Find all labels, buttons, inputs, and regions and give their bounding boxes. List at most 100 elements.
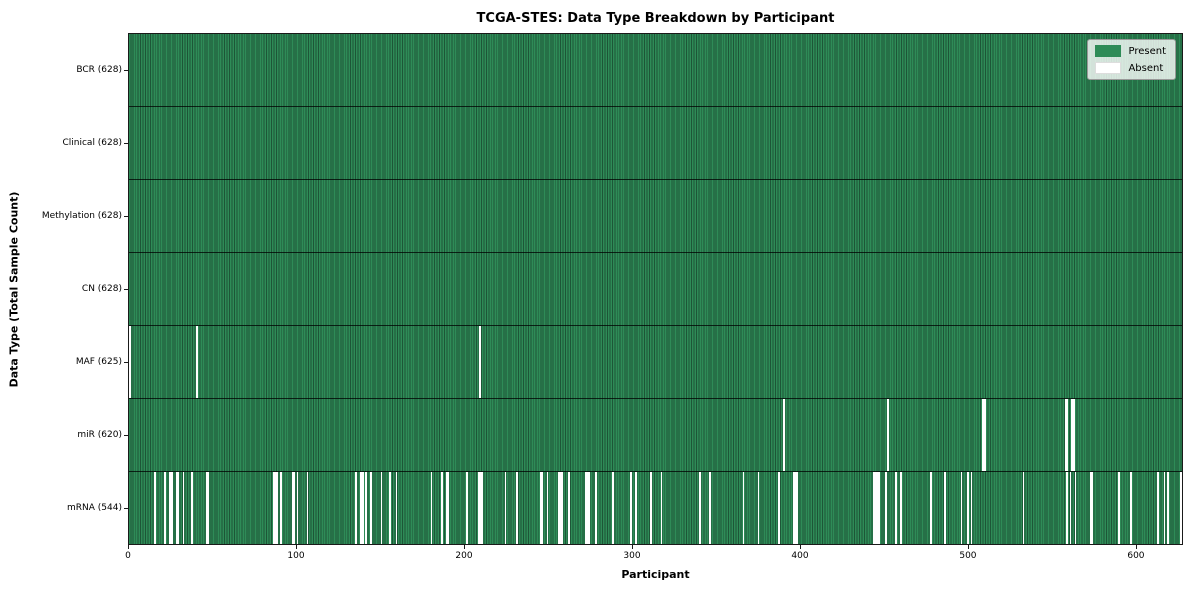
- x-tick-label: 600: [1127, 551, 1145, 561]
- present-swatch: [1095, 45, 1122, 57]
- x-tick-mark: [295, 545, 297, 549]
- legend-item-absent: Absent: [1095, 62, 1166, 74]
- absent-stripe: [588, 472, 591, 544]
- absent-stripe: [306, 472, 309, 544]
- absent-stripe: [365, 472, 368, 544]
- absent-stripe: [1118, 472, 1120, 544]
- absent-stripe: [960, 472, 963, 544]
- absent-stripe: [447, 472, 450, 544]
- absent-stripe: [504, 472, 507, 544]
- x-tick-mark: [1135, 545, 1137, 549]
- absent-stripe: [129, 326, 131, 398]
- absent-stripe: [568, 472, 570, 544]
- y-tick-label: MAF (625): [75, 357, 122, 368]
- heatmap-row-maf: [129, 326, 1182, 399]
- y-tick-mark: [124, 69, 128, 71]
- x-tick-label: 300: [623, 551, 641, 561]
- absent-stripe: [1074, 472, 1077, 544]
- absent-stripe: [796, 472, 799, 544]
- heatmap-row-mrna: [129, 472, 1182, 544]
- absent-stripe: [984, 399, 986, 471]
- absent-stripe: [479, 472, 482, 544]
- absent-stripe: [1091, 472, 1094, 544]
- plot-area: Present Absent: [128, 33, 1183, 545]
- y-tick-label: Clinical (628): [62, 137, 122, 148]
- y-tick-mark: [124, 289, 128, 290]
- x-tick-mark: [967, 545, 969, 549]
- absent-stripe: [943, 472, 946, 544]
- absent-stripe: [878, 472, 881, 544]
- heatmap-row-methylation: [129, 180, 1182, 253]
- legend: Present Absent: [1087, 39, 1176, 80]
- absent-stripe: [967, 472, 970, 544]
- absent-stripe: [164, 472, 166, 544]
- absent-stripe: [1064, 399, 1067, 471]
- absent-stripe: [541, 472, 544, 544]
- absent-stripe: [709, 472, 711, 544]
- absent-stripe: [273, 472, 275, 544]
- y-tick-mark: [124, 508, 128, 510]
- absent-stripe: [440, 472, 443, 544]
- heatmap-row-bcr: [129, 34, 1182, 107]
- absent-stripe: [1022, 472, 1025, 544]
- x-tick-label: 500: [959, 551, 977, 561]
- x-tick-mark: [799, 545, 801, 549]
- y-tick-label: BCR (628): [76, 64, 122, 75]
- absent-stripe: [1071, 399, 1073, 471]
- absent-stripe: [279, 472, 282, 544]
- y-tick-label: miR (620): [77, 430, 122, 441]
- absent-stripe: [1156, 472, 1159, 544]
- absent-stripe: [982, 399, 985, 471]
- absent-stripe: [630, 472, 633, 544]
- x-tick-mark: [463, 545, 465, 549]
- absent-stripe: [466, 472, 468, 544]
- absent-stripe: [875, 472, 877, 544]
- absent-stripe: [1180, 472, 1182, 544]
- absent-stripe: [516, 472, 518, 544]
- absent-stripe: [885, 472, 887, 544]
- x-tick-mark: [128, 545, 129, 549]
- absent-stripe: [1089, 472, 1092, 544]
- absent-stripe: [370, 472, 373, 544]
- y-tick-label: CN (628): [81, 284, 122, 294]
- absent-stripe: [291, 472, 294, 544]
- absent-stripe: [757, 472, 760, 544]
- absent-stripe: [1163, 472, 1166, 544]
- absent-stripe: [558, 472, 560, 544]
- absent-stripe: [970, 472, 973, 544]
- absent-stripe: [481, 472, 483, 544]
- absent-stripe: [274, 472, 277, 544]
- y-tick-label: Methylation (628): [41, 210, 122, 221]
- legend-label-present: Present: [1128, 45, 1166, 57]
- absent-stripe: [930, 472, 933, 544]
- y-tick-label: mRNA (544): [67, 503, 122, 514]
- absent-stripe: [169, 472, 171, 544]
- x-tick-label: 400: [791, 551, 809, 561]
- absent-stripe: [777, 472, 780, 544]
- absent-stripe: [380, 472, 383, 544]
- heatmap-row-mir: [129, 399, 1182, 472]
- heatmap-row-clinical: [129, 107, 1182, 180]
- absent-stripe: [207, 472, 210, 544]
- absent-stripe: [1066, 399, 1068, 471]
- absent-stripe: [895, 472, 897, 544]
- absent-stripe: [395, 472, 398, 544]
- absent-stripe: [782, 399, 785, 471]
- heatmap-row-cn: [129, 253, 1182, 326]
- absent-stripe: [900, 472, 902, 544]
- y-tick-mark: [124, 142, 128, 144]
- absent-stripe: [546, 472, 549, 544]
- absent-stripe: [430, 472, 433, 544]
- absent-stripe: [206, 472, 208, 544]
- absent-stripe: [196, 326, 198, 398]
- absent-stripe: [660, 472, 663, 544]
- absent-stripe: [595, 472, 597, 544]
- x-tick-label: 200: [455, 551, 473, 561]
- absent-stripe: [182, 472, 185, 544]
- absent-stripe: [1073, 399, 1075, 471]
- absent-stripe: [1166, 472, 1169, 544]
- x-axis-title: Participant: [621, 568, 690, 581]
- absent-stripe: [175, 472, 178, 544]
- absent-stripe: [477, 472, 480, 544]
- absent-stripe: [886, 399, 889, 471]
